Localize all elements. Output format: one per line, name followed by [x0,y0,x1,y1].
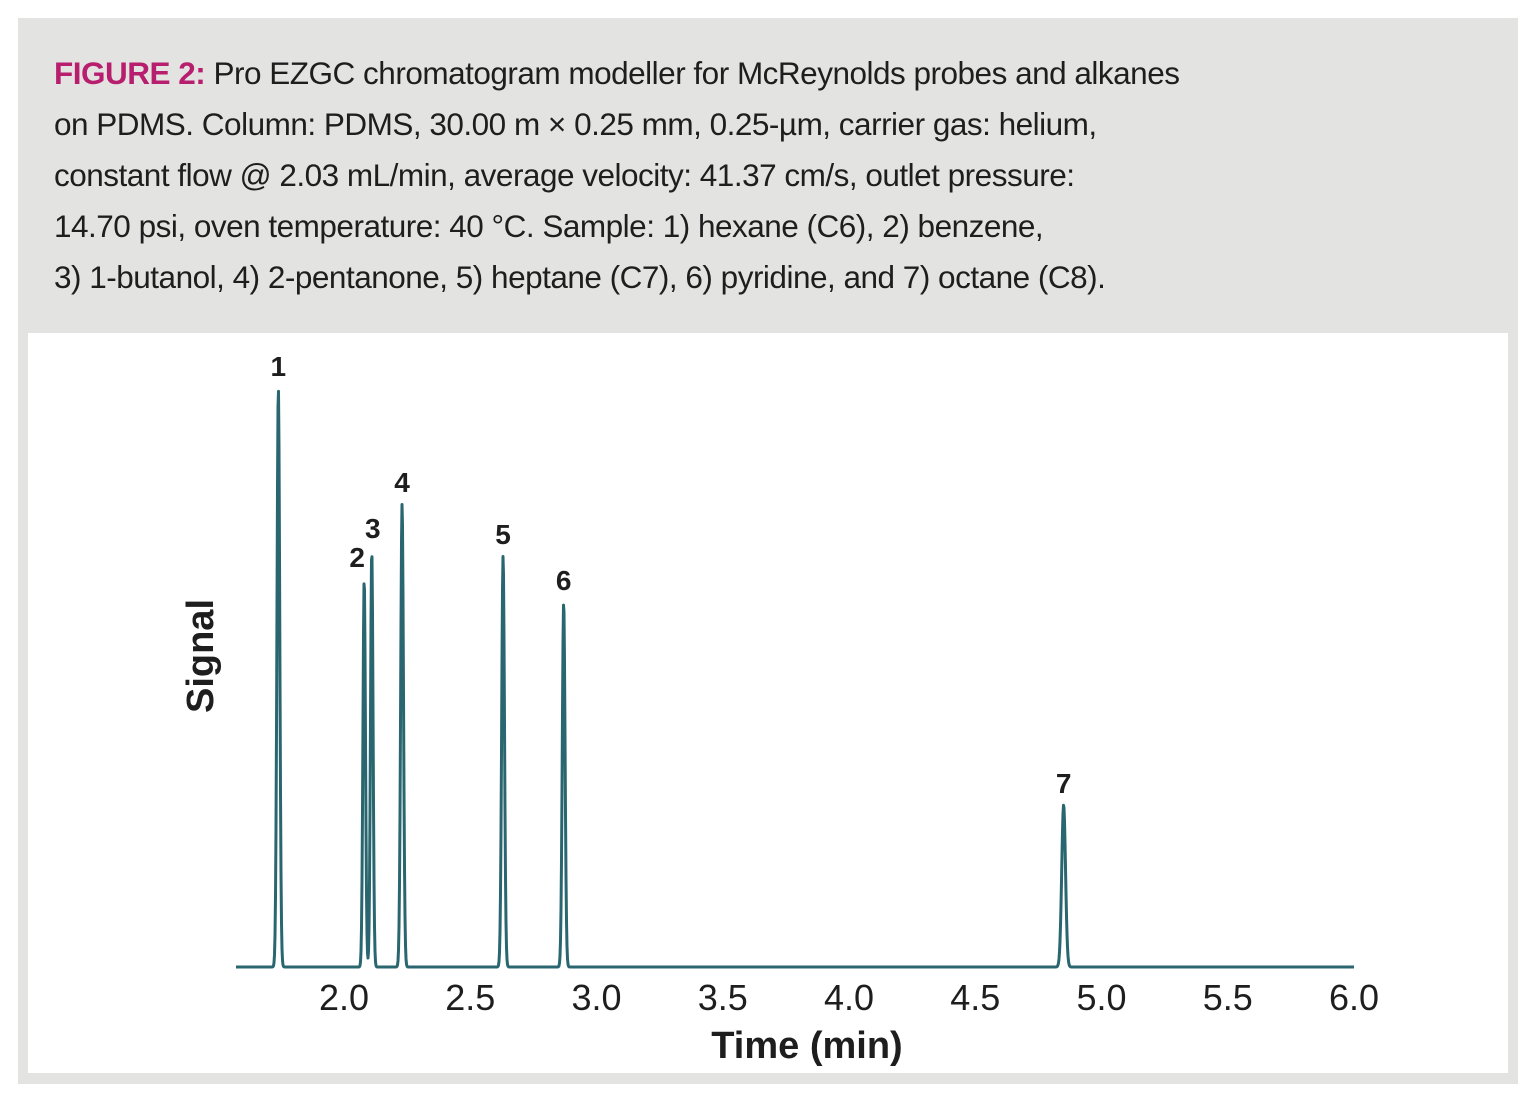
figure-caption: FIGURE 2: Pro EZGC chromatogram modeller… [54,48,1474,303]
caption-line-4: 14.70 psi, oven temperature: 40 °C. Samp… [54,208,1044,244]
x-axis-title: Time (min) [711,1025,902,1067]
peak-label: 2 [349,542,365,573]
caption-text-1: Pro EZGC chromatogram modeller for McRey… [213,55,1180,91]
peak-label: 6 [556,565,572,596]
caption-line-3: constant flow @ 2.03 mL/min, average vel… [54,157,1075,193]
caption-line-1: FIGURE 2: Pro EZGC chromatogram modeller… [54,48,1474,99]
x-tick-label: 4.5 [950,977,1000,1018]
caption-line-5: 3) 1-butanol, 4) 2-pentanone, 5) heptane… [54,259,1106,295]
chromatogram-chart: 2.0 2.5 3.0 3.5 4.0 4.5 5.0 5.5 6.0 1 234 5 6 7 Time… [180,351,1379,1067]
x-axis-ticks: 2.0 2.5 3.0 3.5 4.0 4.5 5.0 5.5 6.0 [319,977,1379,1018]
x-tick-label: 2.5 [445,977,495,1018]
peak-label: 7 [1056,768,1072,799]
x-tick-label: 5.5 [1203,977,1253,1018]
x-tick-label: 3.0 [571,977,621,1018]
peak-label: 5 [495,519,511,550]
peak-labels: 1 234 5 6 7 [271,351,1072,799]
x-tick-label: 6.0 [1329,977,1379,1018]
caption-line-2: on PDMS. Column: PDMS, 30.00 m × 0.25 mm… [54,106,1097,142]
x-tick-label: 5.0 [1076,977,1126,1018]
y-axis-title: Signal [180,599,222,713]
x-tick-label: 2.0 [319,977,369,1018]
peak-label: 1 [271,351,287,382]
peak-label: 4 [394,467,410,498]
peak-label: 3 [365,513,381,544]
x-tick-label: 3.5 [698,977,748,1018]
x-tick-label: 4.0 [824,977,874,1018]
caption-figure-label: FIGURE 2: [54,55,206,91]
chromatogram-trace [235,389,1355,969]
signal-trace-line [235,389,1355,969]
